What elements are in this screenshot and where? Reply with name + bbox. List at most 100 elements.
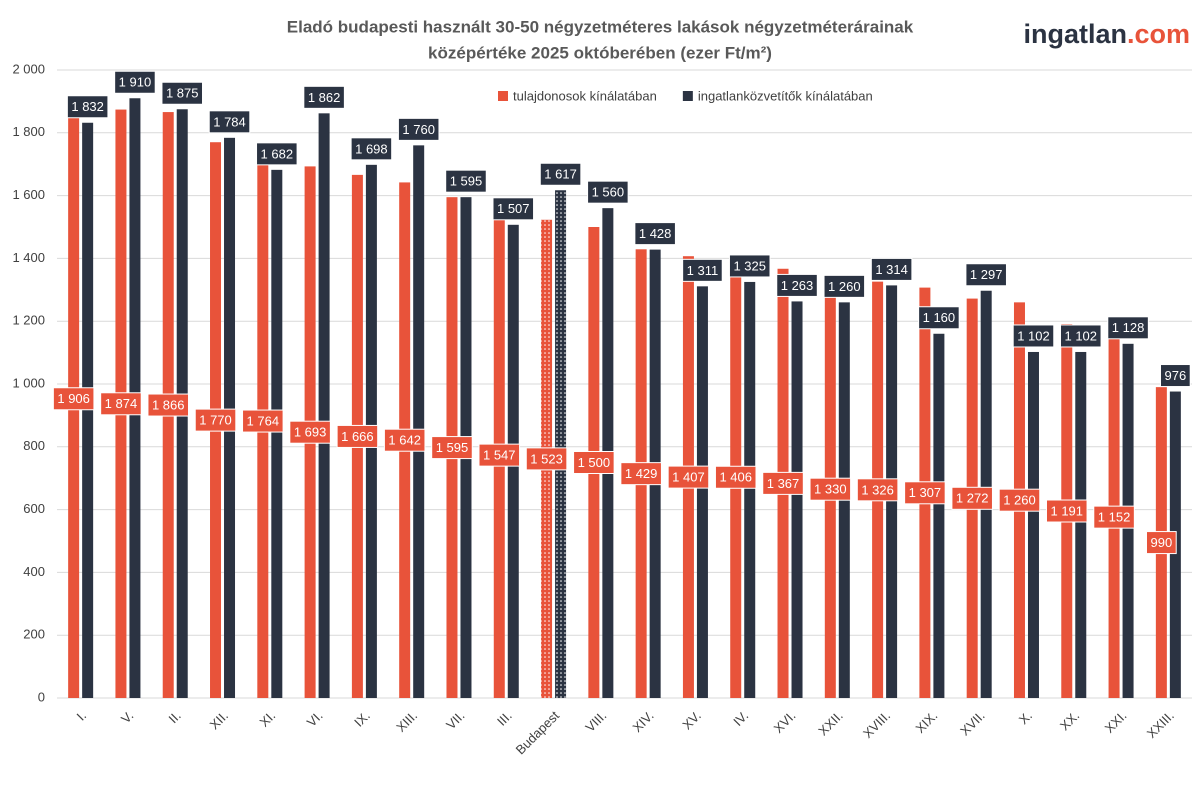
value-label: 1 523	[530, 451, 563, 466]
value-label: 1 428	[634, 222, 676, 246]
value-label: 1 906	[52, 387, 95, 411]
value-label-box	[1107, 316, 1149, 340]
value-label: 1 770	[194, 408, 237, 432]
x-tick-label: XX.	[1057, 708, 1082, 733]
x-tick-label: IV.	[730, 708, 751, 729]
value-label-box	[1059, 324, 1102, 348]
value-label-box	[620, 462, 662, 486]
x-tick-label: XXI.	[1102, 708, 1130, 736]
bar	[82, 122, 94, 698]
value-label: 1 102	[1064, 328, 1097, 343]
bar	[318, 113, 330, 698]
value-label: 1 666	[336, 424, 379, 448]
value-label: 1 595	[445, 169, 487, 193]
value-label: 1 367	[767, 476, 800, 491]
value-label: 1 311	[682, 258, 723, 282]
value-label-box	[336, 424, 379, 448]
value-label: 1 906	[57, 391, 90, 406]
value-label: 1 160	[918, 306, 960, 330]
value-label-box	[289, 420, 331, 444]
value-label: 1 429	[620, 462, 662, 486]
value-label-box	[114, 70, 156, 94]
value-label-box	[823, 274, 866, 298]
value-label: 1 429	[625, 466, 658, 481]
y-tick-label: 1 200	[12, 313, 45, 328]
y-tick-label: 1 400	[12, 250, 45, 265]
value-label: 1 128	[1107, 316, 1149, 340]
x-tick-label: XXII.	[815, 708, 846, 739]
value-label: 1 272	[956, 491, 989, 506]
value-label: 1 560	[592, 185, 625, 200]
value-label: 1 152	[1098, 510, 1131, 525]
value-label: 1 102	[1012, 324, 1055, 348]
value-label: 1 263	[776, 273, 818, 297]
value-label-box	[397, 117, 440, 141]
value-label: 976	[1165, 368, 1187, 383]
value-label: 1 407	[667, 465, 710, 489]
value-label: 1 330	[809, 477, 852, 501]
value-label-box	[431, 436, 473, 460]
value-label-box	[1160, 364, 1191, 388]
value-label: 1 832	[66, 95, 109, 119]
legend-swatch	[498, 91, 508, 101]
bar	[696, 286, 708, 698]
value-label-box	[951, 486, 993, 510]
value-label: 1 311	[687, 263, 719, 278]
x-tick-label: VII.	[443, 708, 467, 732]
value-label-box	[256, 142, 298, 166]
value-label-box	[728, 254, 771, 278]
value-label: 1 314	[870, 257, 913, 281]
y-tick-label: 0	[38, 689, 45, 704]
value-label: 1 693	[289, 420, 331, 444]
value-label: 1 102	[1059, 324, 1102, 348]
value-label-box	[242, 409, 284, 433]
y-tick-label: 1 000	[12, 375, 45, 390]
value-label: 1 874	[100, 392, 142, 416]
value-label-box	[682, 258, 723, 282]
value-label: 1 272	[951, 486, 993, 510]
value-label: 1 595	[431, 436, 473, 460]
value-label-box	[573, 451, 615, 474]
value-label: 1 191	[1045, 499, 1088, 523]
value-label-box	[776, 273, 818, 297]
value-label: 1 682	[261, 146, 294, 161]
bar	[555, 190, 567, 698]
value-label: 1 866	[147, 393, 190, 417]
value-label: 1 260	[998, 488, 1041, 512]
bar	[271, 169, 283, 699]
value-label: 1 875	[161, 81, 204, 105]
value-label-box	[100, 392, 142, 416]
value-label: 1 666	[341, 429, 374, 444]
value-label-box	[904, 481, 946, 505]
value-label-box	[809, 477, 852, 501]
value-label: 1 307	[909, 485, 942, 500]
value-label: 1 874	[105, 396, 138, 411]
value-label-box	[856, 478, 899, 502]
value-label: 976	[1160, 364, 1191, 388]
value-label-box	[147, 393, 190, 417]
value-label: 1 866	[152, 397, 185, 412]
y-tick-label: 200	[23, 627, 45, 642]
value-label-box	[208, 110, 251, 134]
value-label: 1 698	[355, 141, 388, 156]
value-label: 1 260	[828, 279, 861, 294]
value-label: 1 428	[639, 226, 672, 241]
value-label: 1 760	[402, 122, 435, 137]
value-label-box	[870, 257, 913, 281]
value-label-box	[350, 137, 393, 161]
value-label: 1 307	[904, 481, 946, 505]
x-tick-label: V.	[118, 708, 136, 726]
value-label: 1 406	[714, 465, 757, 489]
value-label: 1 325	[728, 254, 771, 278]
value-label: 1 698	[350, 137, 393, 161]
value-label: 1 297	[970, 267, 1003, 282]
value-label-box	[634, 222, 676, 246]
value-label: 1 862	[303, 85, 345, 109]
x-tick-label: X.	[1016, 708, 1035, 727]
value-label-box	[714, 465, 757, 489]
bar	[1075, 351, 1087, 698]
value-label: 990	[1146, 531, 1177, 555]
x-tick-label: IX.	[351, 708, 373, 730]
value-label-box	[445, 169, 487, 193]
logo-suffix: .com	[1127, 19, 1190, 49]
